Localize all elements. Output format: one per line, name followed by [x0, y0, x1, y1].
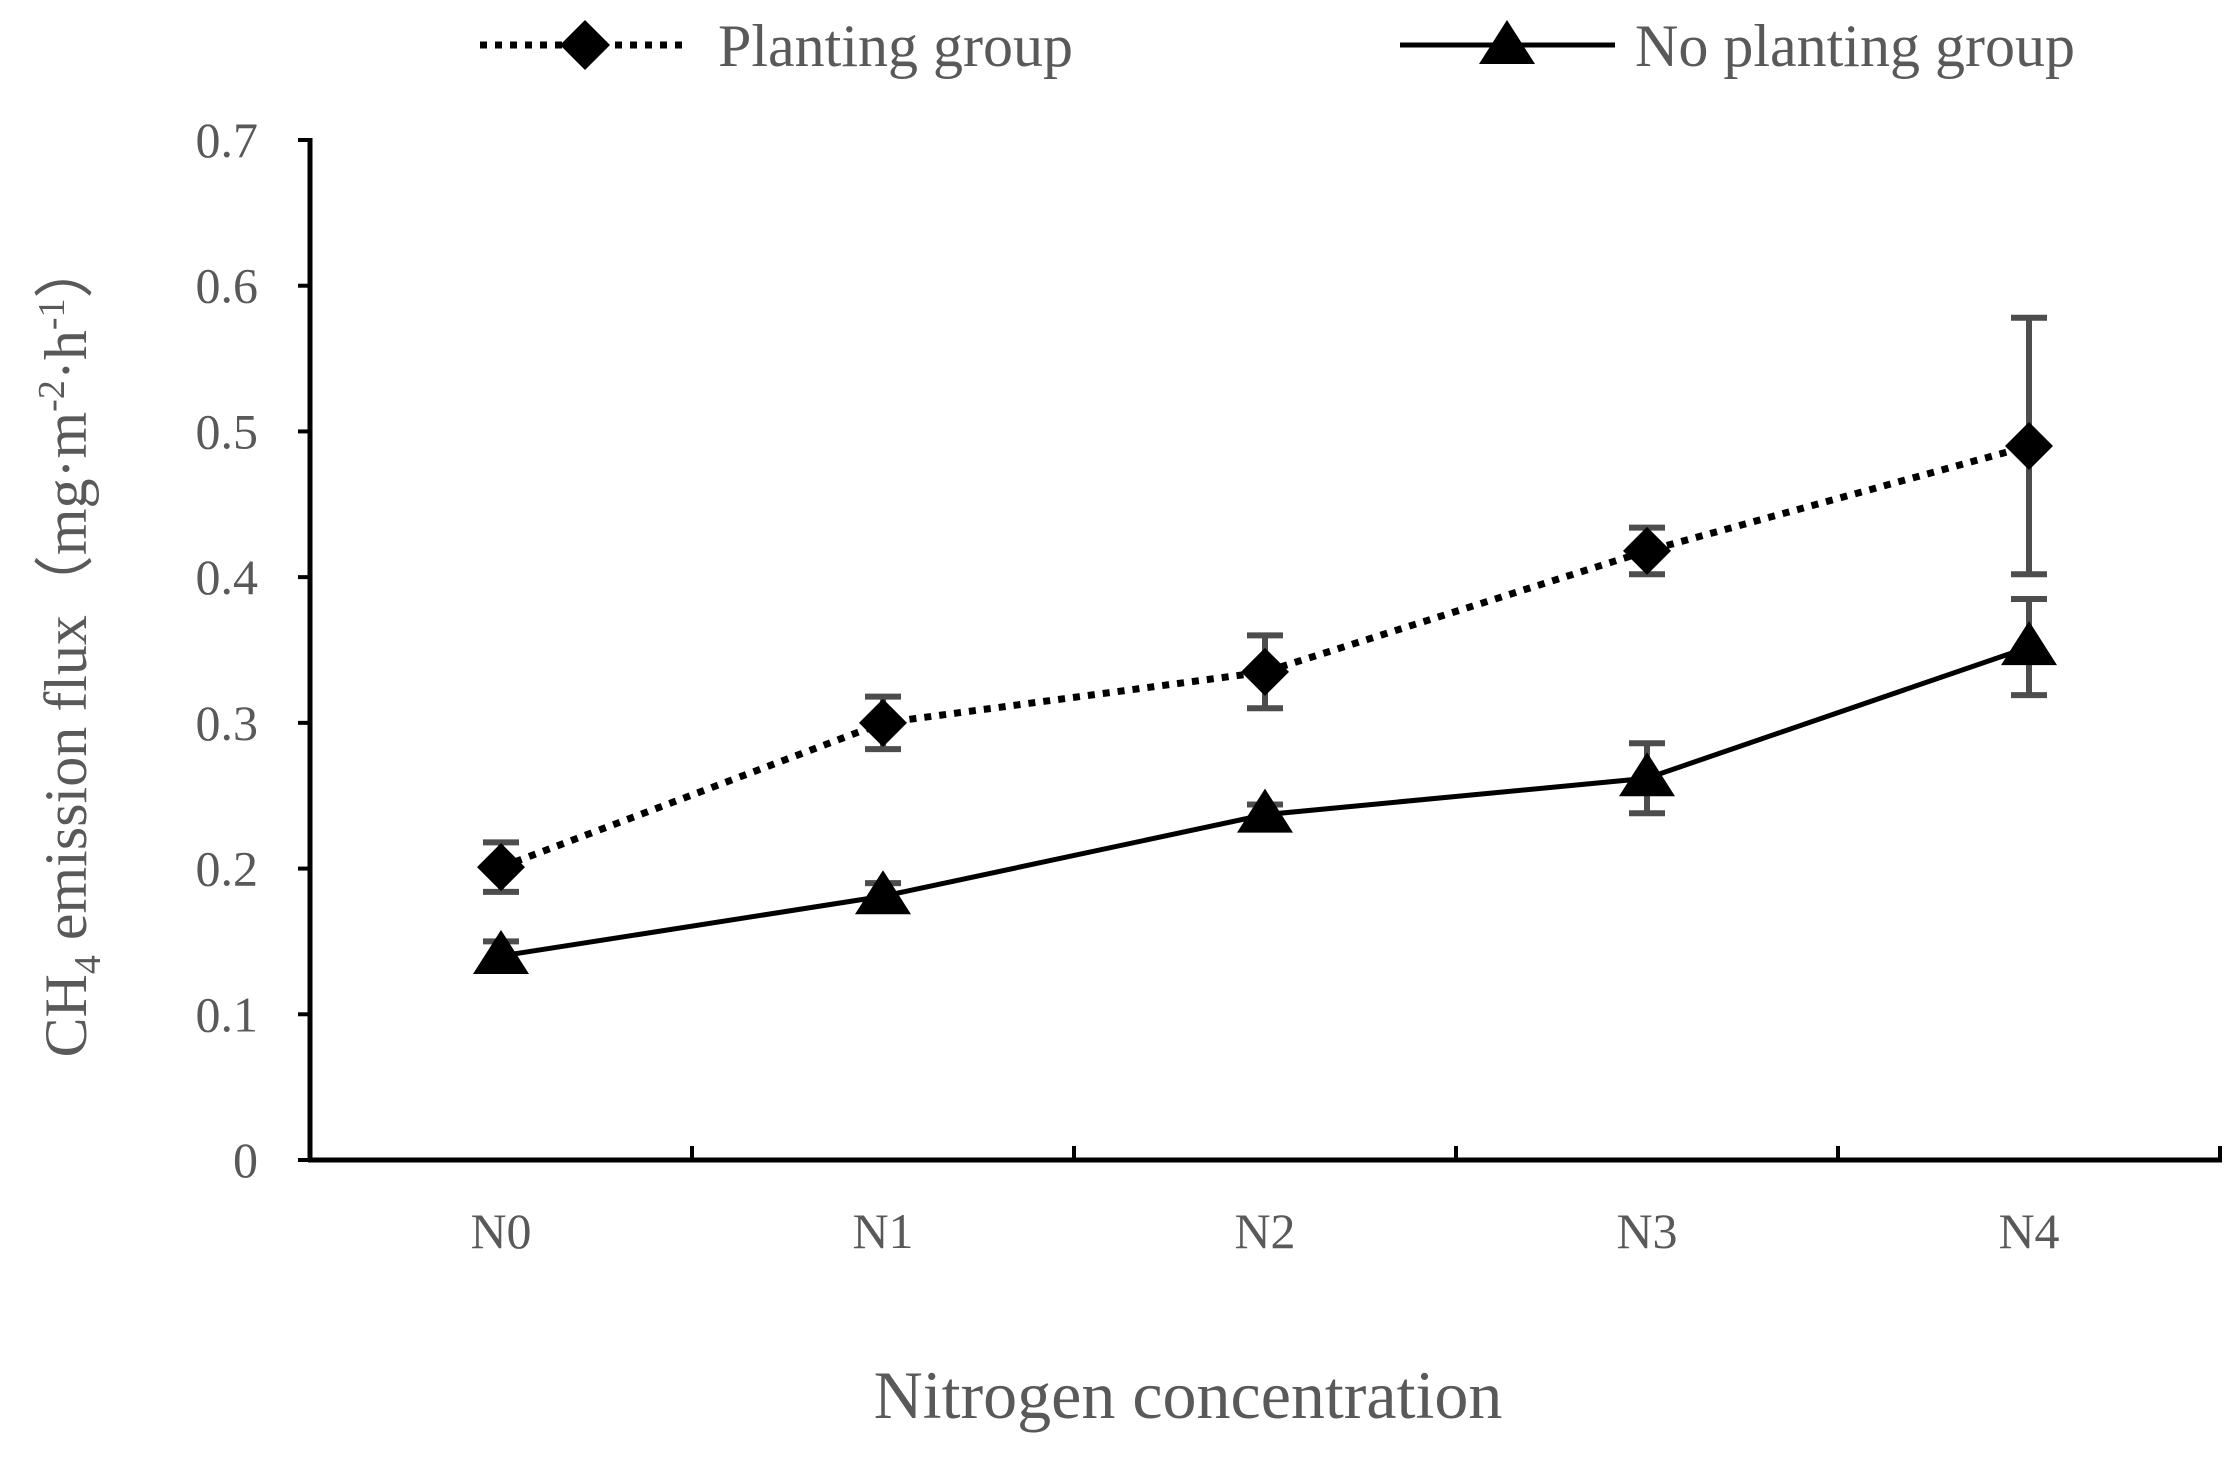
data-point-diamond [1623, 526, 1671, 575]
legend-label-planting: Planting group [718, 13, 1073, 79]
data-point-triangle [855, 870, 911, 915]
x-tick-label: N2 [1234, 1203, 1295, 1259]
y-tick-label: 0.3 [196, 695, 259, 751]
y-tick-label: 0.2 [196, 841, 259, 897]
legend-diamond-marker [560, 20, 610, 70]
x-tick-label: N1 [852, 1203, 913, 1259]
series-planting [477, 314, 2053, 895]
y-ticks: 0 0.1 0.2 0.3 0.4 0.5 0.6 0.7 [196, 112, 310, 1188]
legend: Planting group No planting group [480, 13, 2075, 79]
series-layer [473, 314, 2057, 974]
x-ticks: N0 N1 N2 N3 N4 [470, 1146, 2222, 1259]
y-tick-label: 0.7 [196, 112, 259, 168]
data-point-triangle [1619, 752, 1675, 797]
y-tick-label: 0 [233, 1132, 258, 1188]
y-tick-label: 0.5 [196, 403, 259, 459]
data-point-diamond [859, 698, 907, 747]
data-point-diamond [2005, 422, 2053, 470]
x-axis-title: Nitrogen concentration [874, 1357, 1503, 1433]
data-point-triangle [1237, 788, 1293, 833]
legend-label-no-planting: No planting group [1635, 13, 2075, 79]
legend-item-no-planting: No planting group [1400, 13, 2075, 79]
data-point-triangle [2001, 621, 2057, 666]
data-point-diamond [477, 843, 525, 892]
y-tick-label: 0.6 [196, 258, 259, 314]
legend-item-planting: Planting group [480, 13, 1073, 79]
data-point-diamond [1241, 647, 1289, 696]
data-point-triangle [473, 930, 529, 974]
y-axis-title: CH4 emission flux（mg·m-2·h-1） [31, 239, 109, 1058]
legend-triangle-marker [1479, 20, 1535, 64]
x-tick-label: N3 [1616, 1203, 1677, 1259]
x-tick-label: N4 [1998, 1203, 2059, 1259]
y-tick-label: 0.1 [196, 986, 259, 1042]
x-tick-label: N0 [470, 1203, 531, 1259]
y-tick-label: 0.4 [196, 549, 259, 605]
series-no-planting [473, 596, 2057, 974]
series-line [499, 442, 2030, 871]
